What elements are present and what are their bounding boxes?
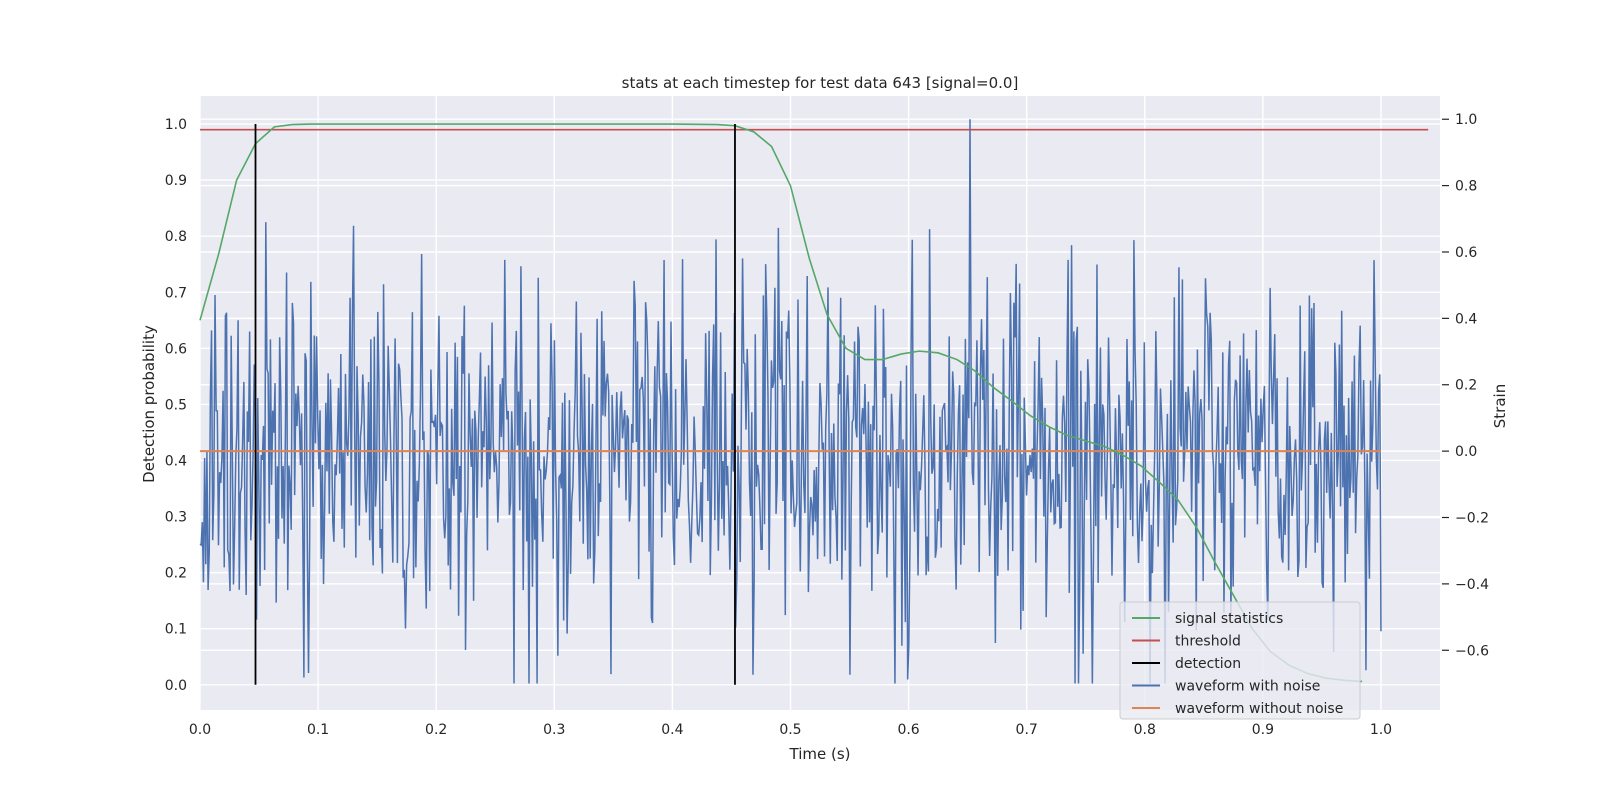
x-axis-ticks: 0.0 0.1 0.2 0.3 0.4 0.5 0.6 0.7 0.8 0.9 1.0 bbox=[189, 722, 1392, 738]
y-left-tick-label: 0.1 bbox=[165, 622, 187, 638]
x-tick-label: 0.5 bbox=[779, 722, 801, 738]
y-right-tick-label: 1.0 bbox=[1455, 112, 1477, 128]
x-tick-label: 0.2 bbox=[425, 722, 447, 738]
legend-label: threshold bbox=[1175, 634, 1241, 650]
y-left-tick-label: 0.6 bbox=[165, 341, 187, 357]
legend-box bbox=[1119, 601, 1361, 720]
y-right-tick-label: 0.0 bbox=[1455, 444, 1477, 460]
legend-label: detection bbox=[1175, 656, 1241, 672]
x-tick-label: 1.0 bbox=[1370, 722, 1392, 738]
y-left-tick-label: 0.7 bbox=[165, 285, 187, 301]
y-left-tick-label: 0.8 bbox=[165, 229, 187, 245]
series-signal-statistics bbox=[199, 123, 1363, 683]
x-tick-label: 0.1 bbox=[307, 722, 329, 738]
y-right-tick-label: 0.4 bbox=[1455, 311, 1477, 327]
x-tick-label: 0.8 bbox=[1134, 722, 1156, 738]
y-axis-right-label: Strain bbox=[1491, 384, 1509, 428]
chart-title: stats at each timestep for test data 643… bbox=[622, 74, 1019, 92]
x-tick-label: 0.6 bbox=[897, 722, 919, 738]
legend-label: waveform with noise bbox=[1175, 679, 1320, 695]
y-axis-left-ticks: 0.0 0.1 0.2 0.3 0.4 0.5 0.6 0.7 0.8 0.9 1.0 bbox=[165, 117, 187, 694]
y-left-tick-label: 0.5 bbox=[165, 397, 187, 413]
legend-label: waveform without noise bbox=[1175, 701, 1343, 717]
y-axis-right-ticks: −0.6 −0.4 −0.2 0.0 0.2 0.4 0.6 0.8 1.0 bbox=[1442, 112, 1489, 659]
x-tick-label: 0.9 bbox=[1252, 722, 1274, 738]
y-left-tick-label: 1.0 bbox=[165, 117, 187, 133]
y-left-tick-label: 0.0 bbox=[165, 678, 187, 694]
x-tick-label: 0.7 bbox=[1016, 722, 1038, 738]
y-left-tick-label: 0.2 bbox=[165, 566, 187, 582]
y-right-tick-label: −0.4 bbox=[1455, 577, 1489, 593]
y-left-tick-label: 0.3 bbox=[165, 510, 187, 526]
y-right-tick-label: 0.2 bbox=[1455, 378, 1477, 394]
x-tick-label: 0.0 bbox=[189, 722, 211, 738]
x-tick-label: 0.4 bbox=[661, 722, 683, 738]
y-right-tick-label: 0.8 bbox=[1455, 179, 1477, 195]
x-axis-label: Time (s) bbox=[789, 745, 851, 763]
x-tick-label: 0.3 bbox=[543, 722, 565, 738]
y-axis-left-label: Detection probability bbox=[140, 325, 158, 483]
legend: signal statistics threshold detection wavef… bbox=[1119, 601, 1361, 720]
series-waveform-with-noise bbox=[199, 119, 1382, 684]
y-right-tick-label: 0.6 bbox=[1455, 245, 1477, 261]
y-right-tick-label: −0.2 bbox=[1455, 511, 1489, 527]
y-left-tick-label: 0.9 bbox=[165, 173, 187, 189]
y-right-tick-label: −0.6 bbox=[1455, 643, 1489, 659]
series-layer bbox=[199, 119, 1429, 685]
legend-label: signal statistics bbox=[1175, 611, 1283, 627]
y-left-tick-label: 0.4 bbox=[165, 453, 187, 469]
